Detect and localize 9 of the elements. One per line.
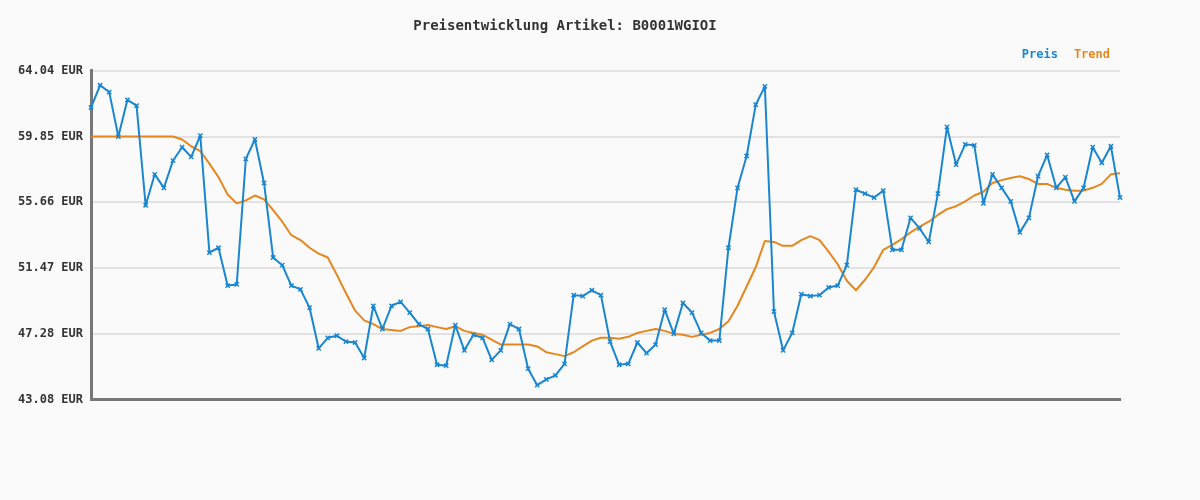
- y-tick-label: 55.66 EUR: [17, 194, 84, 209]
- y-tick-label: 51.47 EUR: [17, 260, 84, 275]
- y-tick-label: 47.28 EUR: [17, 325, 84, 340]
- text: Preis: [1021, 46, 1058, 61]
- y-tick-label: 59.85 EUR: [17, 128, 84, 143]
- text: Trend: [1073, 46, 1110, 61]
- chart-title: Preisentwicklung Artikel: B0001WGIOI: [413, 17, 717, 34]
- y-tick-label: 64.04 EUR: [17, 62, 84, 77]
- y-tick-label: 43.08 EUR: [17, 391, 84, 406]
